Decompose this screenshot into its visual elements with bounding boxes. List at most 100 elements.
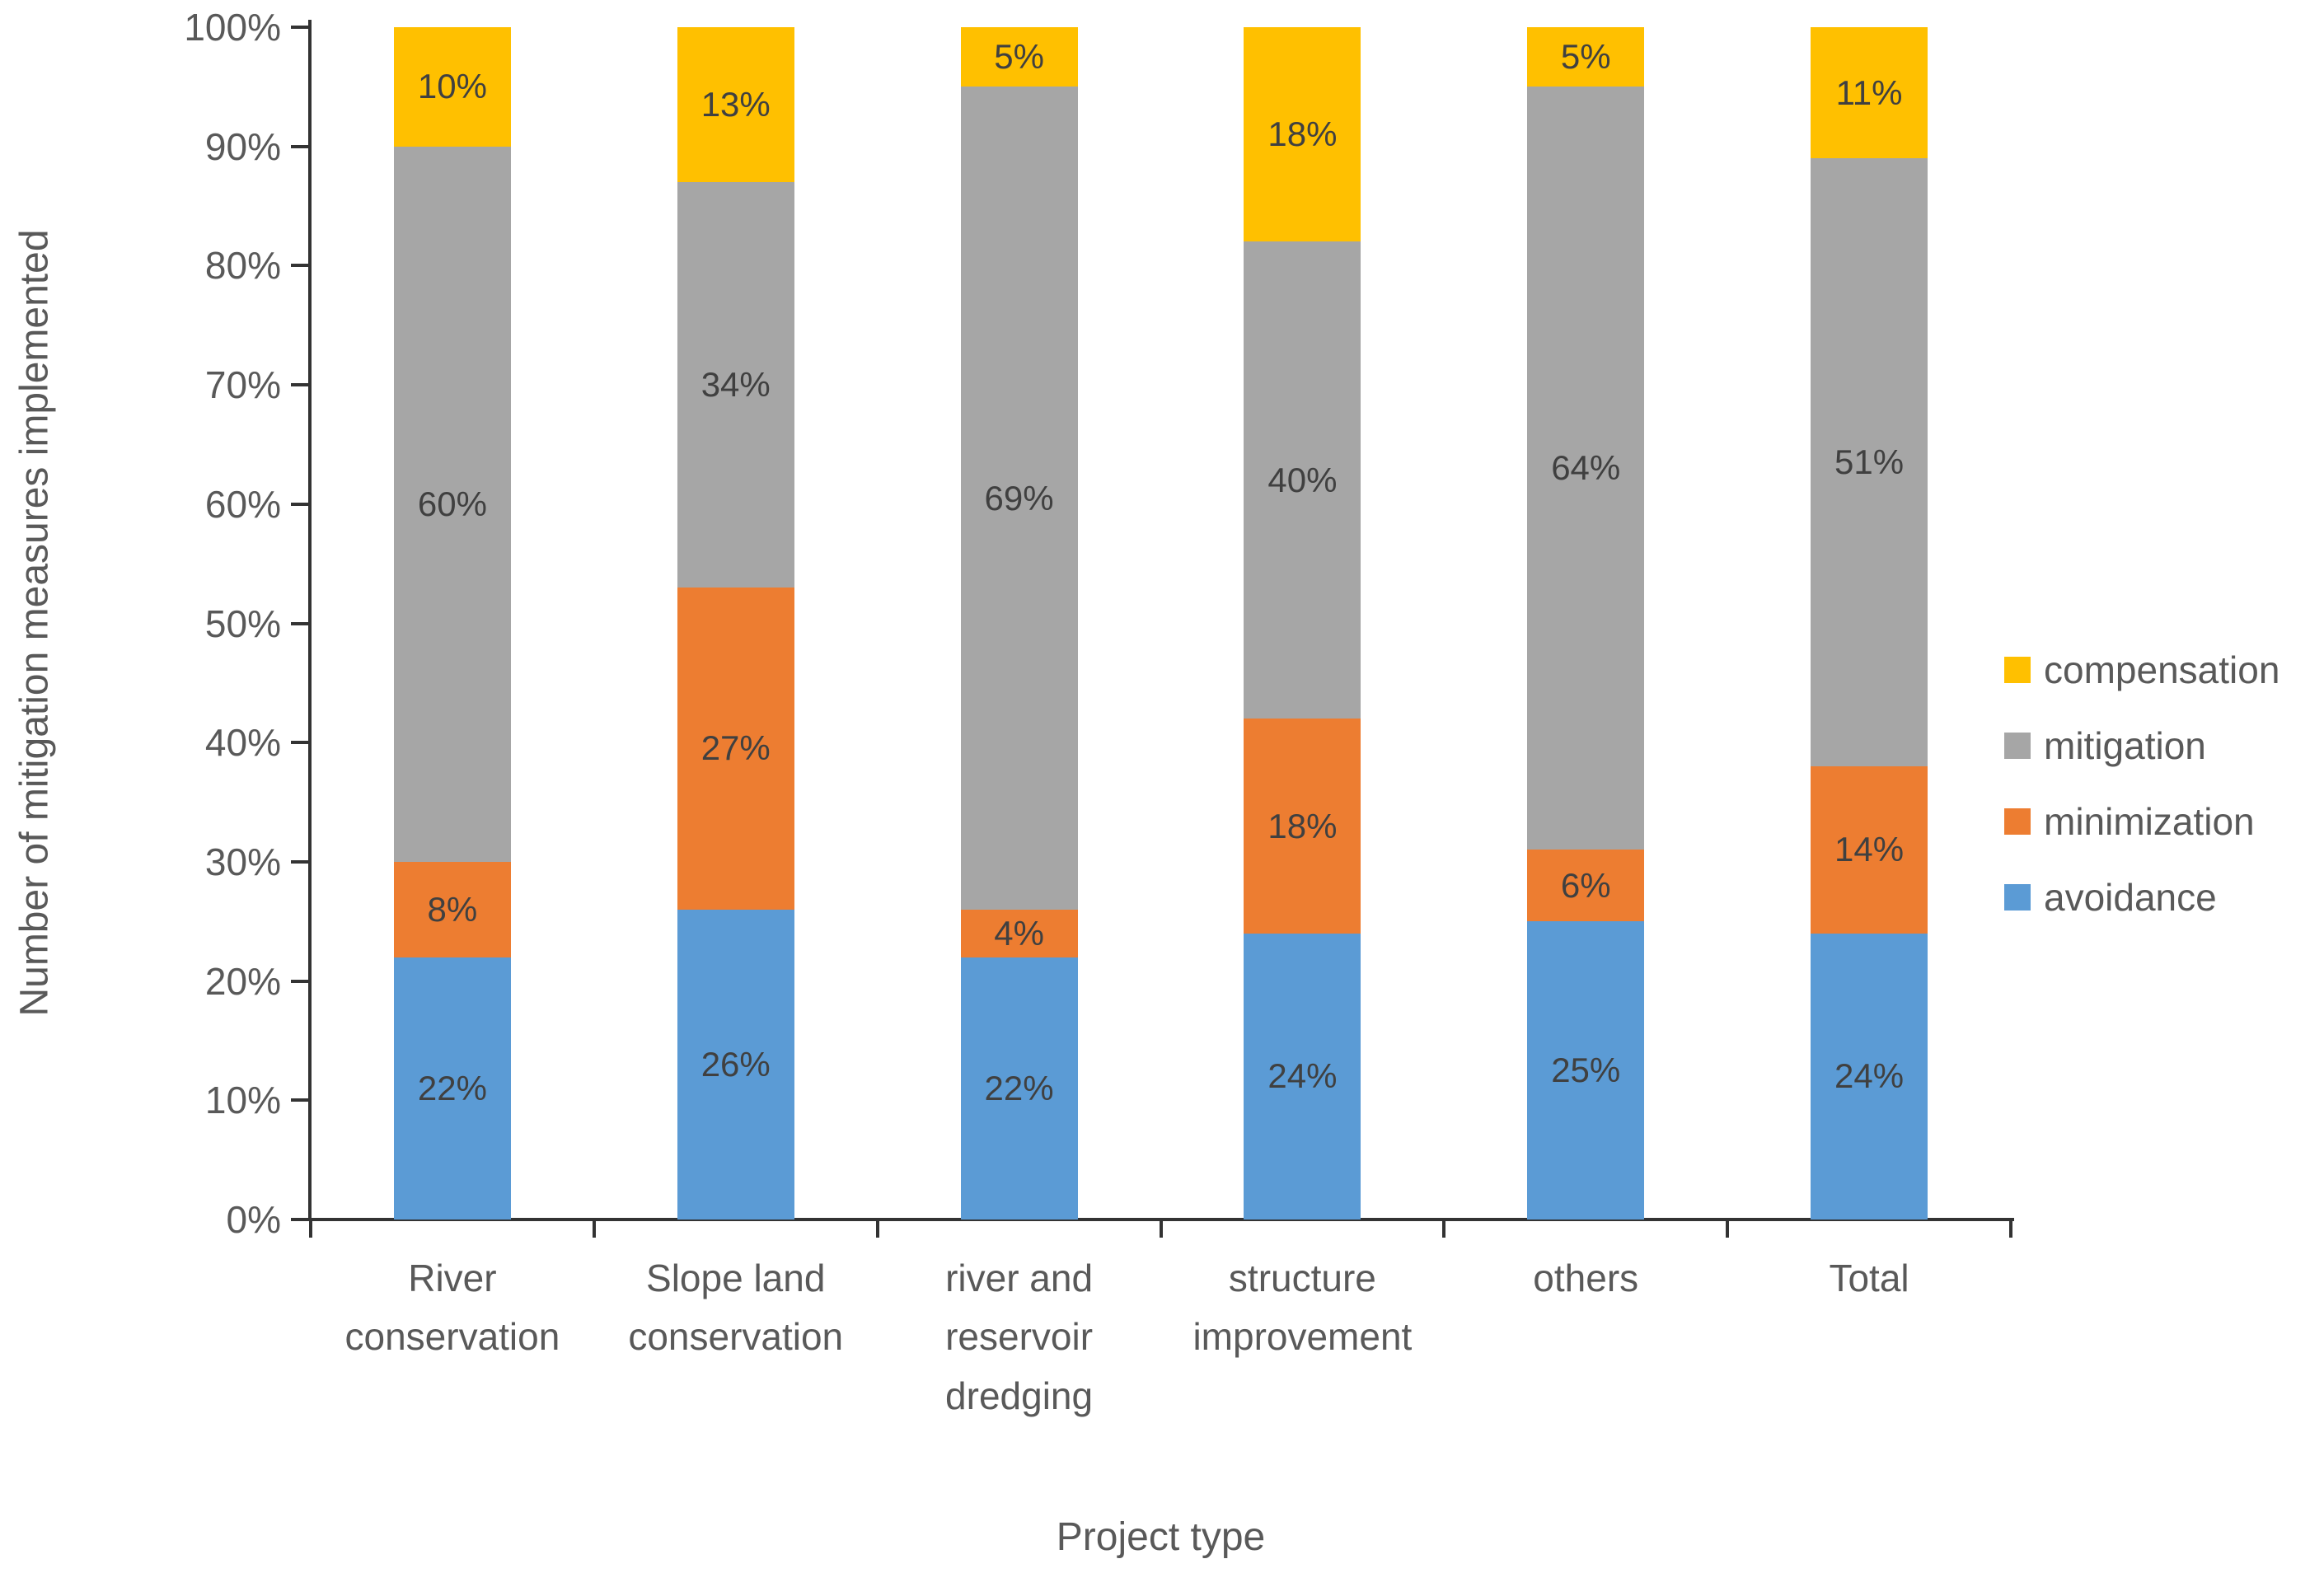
- bar-segment: 22%: [960, 957, 1078, 1220]
- bar-segment-label: 60%: [417, 484, 487, 523]
- y-tick-label: 20%: [204, 959, 281, 1003]
- bar-segment: 26%: [677, 909, 794, 1220]
- y-tick-mark: [291, 502, 311, 506]
- bar-segment-label: 4%: [994, 913, 1044, 953]
- bar-segment-label: 40%: [1267, 460, 1338, 499]
- bar-segment: 8%: [393, 861, 511, 957]
- bar-segment: 69%: [960, 87, 1078, 910]
- x-tick-mark: [1726, 1220, 1730, 1238]
- stacked-bar: 22% 4% 69% 5%: [960, 27, 1078, 1220]
- bar-category-cell: 22% 8% 60% 10%: [311, 27, 594, 1220]
- legend-label: minimization: [2044, 800, 2255, 843]
- bar-segment: 14%: [1811, 766, 1928, 934]
- bar-segment-label: 25%: [1551, 1051, 1621, 1090]
- y-tick-mark: [291, 144, 311, 148]
- minimization-legend-swatch-icon: [2004, 808, 2031, 835]
- bar-segment: 25%: [1527, 921, 1645, 1220]
- y-axis-tick-marks: [291, 26, 311, 1221]
- x-category-label: structure improvement: [1192, 1257, 1413, 1359]
- bar-segment-label: 13%: [700, 85, 771, 124]
- x-category-label: Total: [1829, 1257, 1909, 1299]
- bar-segment-label: 11%: [1835, 73, 1903, 112]
- stacked-bar: 24% 14% 51% 11%: [1811, 27, 1928, 1220]
- bar-segment: 27%: [677, 588, 794, 910]
- x-category-label: River conservation: [344, 1257, 560, 1359]
- avoidance-legend-swatch-icon: [2004, 884, 2031, 911]
- y-tick-label: 50%: [204, 602, 281, 645]
- y-tick-mark: [291, 741, 311, 745]
- bar-segment: 60%: [393, 146, 511, 862]
- x-tick-mark: [1442, 1220, 1446, 1238]
- y-tick-label: 80%: [204, 244, 281, 288]
- plot-area: 22% 8% 60% 10% 26% 27% 34% 13% 22% 4% 69% 5% 24% 18% 4…: [311, 27, 2011, 1220]
- bar-segment-label: 18%: [1267, 115, 1338, 154]
- bar-segment-label: 18%: [1267, 806, 1338, 845]
- bar-segment: 13%: [677, 27, 794, 183]
- y-tick-label: 90%: [204, 124, 281, 168]
- bar-segment: 24%: [1244, 933, 1361, 1220]
- y-tick-mark: [291, 264, 311, 268]
- y-tick-label: 40%: [204, 721, 281, 765]
- bar-segment: 6%: [1527, 850, 1645, 922]
- legend-label: mitigation: [2044, 724, 2206, 767]
- compensation-legend-swatch-icon: [2004, 657, 2031, 683]
- stacked-bar: 26% 27% 34% 13%: [677, 27, 794, 1220]
- y-tick-mark: [291, 383, 311, 387]
- x-tick-mark: [2009, 1220, 2012, 1238]
- legend-item: mitigation: [2004, 727, 2279, 765]
- bar-segment: 24%: [1811, 933, 1928, 1220]
- bar-segment: 5%: [1527, 27, 1645, 87]
- y-tick-label: 70%: [204, 363, 281, 407]
- stacked-bar: 25% 6% 64% 5%: [1527, 27, 1645, 1220]
- x-tick-mark: [1159, 1220, 1163, 1238]
- y-axis-line: [308, 20, 312, 1220]
- bar-segment-label: 5%: [994, 37, 1044, 77]
- x-axis-title: Project type: [1056, 1515, 1266, 1559]
- bar-segment-label: 64%: [1551, 448, 1621, 488]
- legend: compensation mitigation minimization avoida…: [2004, 651, 2279, 954]
- bar-segment: 51%: [1811, 158, 1928, 767]
- bar-segment: 34%: [677, 182, 794, 588]
- bar-segment-label: 22%: [984, 1068, 1054, 1107]
- y-tick-label: 100%: [184, 6, 281, 49]
- x-category-label: Slope land conservation: [628, 1257, 844, 1359]
- y-tick-label: 60%: [204, 482, 281, 526]
- bar-segment: 18%: [1244, 27, 1361, 242]
- bar-segment-label: 8%: [427, 889, 478, 929]
- legend-item: compensation: [2004, 651, 2279, 689]
- bar-segment: 4%: [960, 909, 1078, 957]
- y-tick-mark: [291, 859, 311, 864]
- legend-item: avoidance: [2004, 878, 2279, 916]
- x-category-label: river and reservoir dredging: [945, 1257, 1094, 1417]
- y-tick-mark: [291, 979, 311, 983]
- bar-segment: 5%: [960, 27, 1078, 87]
- bar-segment-label: 34%: [700, 365, 771, 405]
- bar-segment: 18%: [1244, 719, 1361, 934]
- x-axis-tick-marks: [309, 1220, 2012, 1238]
- bar-segment: 11%: [1811, 27, 1928, 159]
- mitigation-legend-swatch-icon: [2004, 733, 2031, 759]
- x-tick-mark: [309, 1220, 312, 1238]
- y-tick-label: 30%: [204, 840, 281, 883]
- y-tick-label: 0%: [226, 1198, 281, 1241]
- x-axis-category-labels: River conservation Slope land conservatio…: [311, 1249, 2011, 1425]
- bar-segment-label: 22%: [417, 1068, 487, 1107]
- bar-segment-label: 27%: [700, 728, 771, 768]
- bar-segment: 64%: [1527, 87, 1645, 850]
- y-tick-mark: [291, 26, 311, 29]
- x-category-label: others: [1533, 1257, 1639, 1299]
- bar-segment: 10%: [393, 27, 511, 147]
- bar-segment-label: 14%: [1834, 830, 1905, 869]
- bar-segment-label: 10%: [417, 67, 487, 106]
- legend-label: avoidance: [2044, 876, 2217, 919]
- bar-category-cell: 26% 27% 34% 13%: [594, 27, 878, 1220]
- bar-segment-label: 26%: [700, 1044, 771, 1084]
- legend-label: compensation: [2044, 648, 2280, 691]
- stacked-bar: 24% 18% 40% 18%: [1244, 27, 1361, 1220]
- bar-segment-label: 5%: [1560, 37, 1611, 77]
- stacked-bar: 22% 8% 60% 10%: [393, 27, 511, 1220]
- bar-category-cell: 24% 14% 51% 11%: [1727, 27, 2011, 1220]
- bar-category-cell: 24% 18% 40% 18%: [1160, 27, 1444, 1220]
- x-tick-mark: [592, 1220, 596, 1238]
